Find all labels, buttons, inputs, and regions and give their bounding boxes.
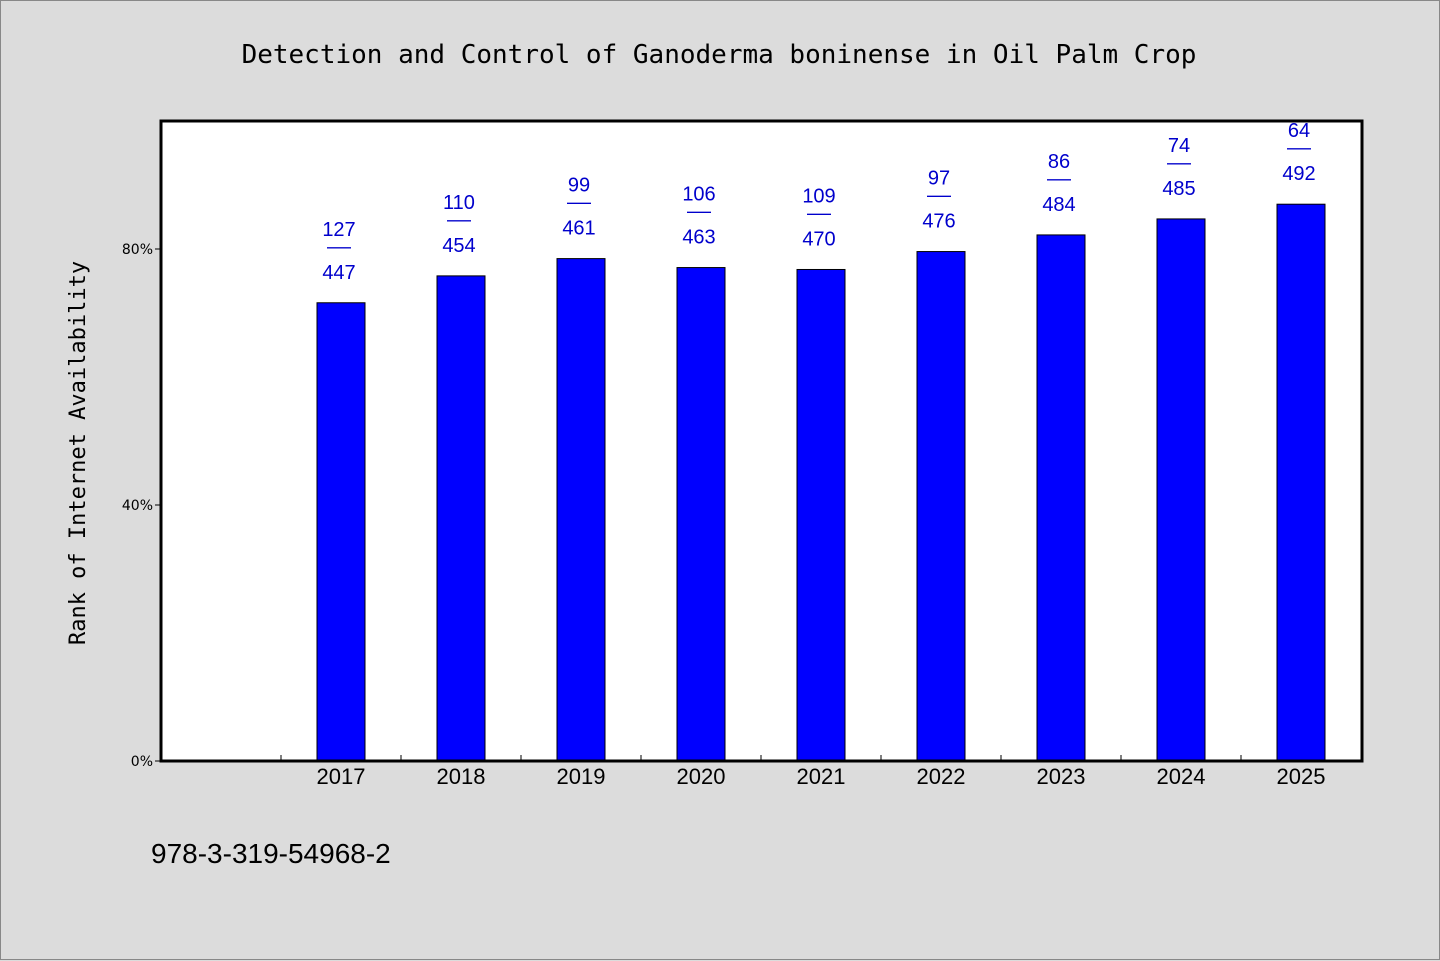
y-tick-label: 0% xyxy=(131,754,153,770)
data-label-bottom-2024: 485 xyxy=(1162,178,1195,200)
bar-2020 xyxy=(676,267,726,762)
data-label-top-2019: 99 xyxy=(568,175,590,197)
data-label-separator-2022: —— xyxy=(927,185,951,207)
x-tick-label-2020: 2020 xyxy=(677,764,726,789)
bar-2017 xyxy=(316,302,366,762)
bars-layer xyxy=(316,203,1326,762)
bar-2023 xyxy=(1036,234,1086,762)
data-label-separator-2025: —— xyxy=(1287,137,1311,159)
x-tick-label-2018: 2018 xyxy=(437,764,486,789)
x-tick-label-2023: 2023 xyxy=(1037,764,1086,789)
data-label-top-2025: 64 xyxy=(1288,120,1310,142)
data-label-bottom-2021: 470 xyxy=(802,228,835,250)
data-label-top-2022: 97 xyxy=(928,168,950,190)
data-label-top-2020: 106 xyxy=(682,184,715,206)
y-tick-label: 80% xyxy=(122,242,153,258)
data-label-separator-2017: —— xyxy=(327,236,351,258)
data-label-bottom-2020: 463 xyxy=(682,227,715,249)
data-label-separator-2023: —— xyxy=(1047,168,1071,190)
y-axis-label: Rank of Internet Availability xyxy=(66,261,91,645)
bar-2024 xyxy=(1156,218,1206,762)
data-label-bottom-2022: 476 xyxy=(922,211,955,233)
data-label-bottom-2025: 492 xyxy=(1282,163,1315,185)
data-label-separator-2024: —— xyxy=(1167,152,1191,174)
x-axis-ticks: 2017 2018 2019 2020 2021 2022 2023 2024 2025 xyxy=(280,755,1362,789)
bar-2019 xyxy=(556,258,606,762)
x-tick-label-2025: 2025 xyxy=(1277,764,1326,789)
x-tick-label-2024: 2024 xyxy=(1157,764,1206,789)
x-tick-label-2019: 2019 xyxy=(557,764,606,789)
data-labels-layer: 127——447110——45499——461106——463109——4709… xyxy=(322,120,1315,284)
chart-title: Detection and Control of Ganoderma bonin… xyxy=(242,40,1197,70)
y-tick-label: 40% xyxy=(122,498,153,514)
bar-2025 xyxy=(1276,203,1326,762)
data-label-bottom-2023: 484 xyxy=(1042,194,1075,216)
data-label-top-2017: 127 xyxy=(322,219,355,241)
data-label-separator-2018: —— xyxy=(447,209,471,231)
data-label-top-2018: 110 xyxy=(443,192,475,214)
bar-2022 xyxy=(916,251,966,762)
y-axis-ticks: 0% 40% 80% xyxy=(122,242,161,770)
data-label-top-2024: 74 xyxy=(1168,135,1190,157)
footer-isbn: 978-3-319-54968-2 xyxy=(151,838,391,869)
x-tick-label-2022: 2022 xyxy=(917,764,966,789)
data-label-separator-2020: —— xyxy=(687,201,711,223)
data-label-top-2023: 86 xyxy=(1048,151,1070,173)
data-label-bottom-2018: 454 xyxy=(442,235,475,257)
bar-2021 xyxy=(796,268,846,762)
data-label-bottom-2019: 461 xyxy=(562,218,595,240)
x-tick-label-2021: 2021 xyxy=(797,764,846,789)
bar-2018 xyxy=(436,275,486,762)
data-label-separator-2019: —— xyxy=(567,192,591,214)
data-label-top-2021: 109 xyxy=(802,185,835,207)
data-label-bottom-2017: 447 xyxy=(322,262,355,284)
data-label-separator-2021: —— xyxy=(807,202,831,224)
x-tick-label-2017: 2017 xyxy=(317,764,366,789)
